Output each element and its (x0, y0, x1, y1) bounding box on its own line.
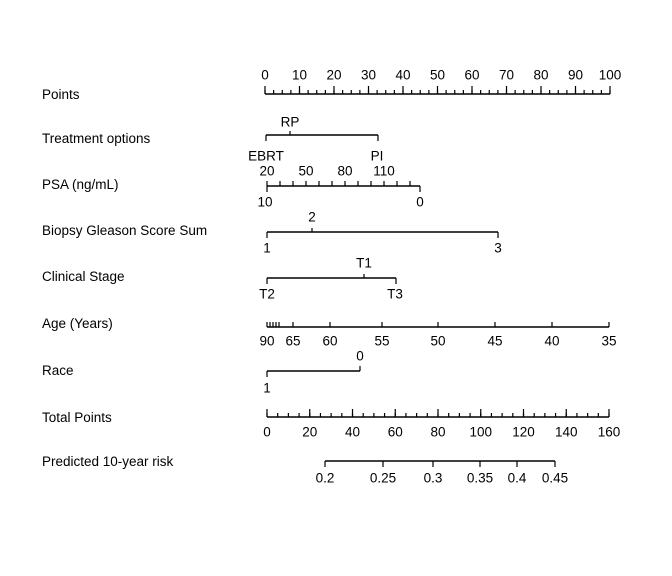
value-label-race: 1 (263, 381, 271, 396)
tick-label-age-years: 45 (487, 334, 502, 349)
tick-label-age-years: 40 (544, 334, 559, 349)
tick-label-psa: 110 (373, 164, 395, 179)
tick-label-race: 0 (356, 349, 364, 364)
tick-label-age-years: 50 (430, 334, 445, 349)
tick-label-age-years: 60 (322, 334, 337, 349)
row-label-psa: PSA (ng/mL) (42, 177, 119, 192)
value-label-biopsy-gleason-score-sum: 1 (263, 241, 271, 256)
tick-label-points: 50 (430, 68, 445, 83)
tick-label-points: 100 (599, 68, 622, 83)
tick-label-points: 20 (326, 68, 341, 83)
tick-label-biopsy-gleason-score-sum: 2 (308, 210, 316, 225)
row-label-predicted-risk: Predicted 10-year risk (42, 454, 174, 469)
tick-label-total-points: 140 (555, 425, 578, 440)
tick-label-psa: 80 (337, 164, 352, 179)
tick-label-age-years: 55 (374, 334, 389, 349)
tick-label-points: 70 (499, 68, 514, 83)
tick-label-predicted-10-year-risk: 0.4 (508, 471, 527, 486)
tick-label-total-points: 0 (263, 425, 271, 440)
tick-label-psa: 20 (259, 164, 274, 179)
row-label-gleason: Biopsy Gleason Score Sum (42, 223, 208, 238)
tick-label-points: 10 (292, 68, 307, 83)
tick-label-total-points: 60 (388, 425, 403, 440)
row-label-total-points: Total Points (42, 410, 112, 425)
value-label-psa: 10 (257, 195, 272, 210)
value-label-clinical-stage: T3 (387, 287, 403, 302)
tick-label-points: 40 (395, 68, 410, 83)
tick-label-points: 90 (568, 68, 583, 83)
tick-label-age-years: 65 (285, 334, 300, 349)
value-label-psa: 0 (416, 195, 424, 210)
row-label-points: Points (42, 87, 80, 102)
tick-label-total-points: 20 (302, 425, 317, 440)
tick-label-total-points: 80 (430, 425, 445, 440)
value-label-biopsy-gleason-score-sum: 3 (494, 241, 502, 256)
tick-label-predicted-10-year-risk: 0.3 (424, 471, 443, 486)
tick-label-predicted-10-year-risk: 0.25 (370, 471, 396, 486)
tick-label-age-years: 90 (259, 334, 274, 349)
tick-label-predicted-10-year-risk: 0.45 (542, 471, 568, 486)
tick-label-total-points: 120 (512, 425, 535, 440)
row-label-age: Age (Years) (42, 316, 113, 331)
tick-label-total-points: 40 (345, 425, 360, 440)
value-label-treatment-options: EBRT (248, 149, 284, 164)
tick-label-points: 0 (261, 68, 269, 83)
row-label-race: Race (42, 363, 74, 378)
tick-label-total-points: 160 (598, 425, 621, 440)
row-label-treatment-options: Treatment options (42, 131, 151, 146)
tick-label-points: 80 (533, 68, 548, 83)
tick-label-points: 30 (361, 68, 376, 83)
row-label-clinical-stage: Clinical Stage (42, 269, 125, 284)
value-label-treatment-options: PI (371, 149, 384, 164)
tick-label-clinical-stage: T1 (356, 256, 372, 271)
tick-label-points: 60 (464, 68, 479, 83)
tick-label-age-years: 35 (601, 334, 616, 349)
tick-label-total-points: 100 (469, 425, 492, 440)
tick-label-treatment-options: RP (281, 115, 300, 130)
tick-label-psa: 50 (298, 164, 313, 179)
tick-label-predicted-10-year-risk: 0.2 (316, 471, 335, 486)
value-label-clinical-stage: T2 (259, 287, 275, 302)
tick-label-predicted-10-year-risk: 0.35 (467, 471, 493, 486)
